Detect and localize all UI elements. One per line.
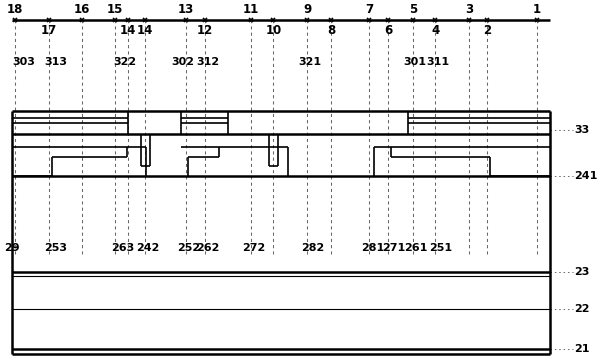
Text: 263: 263 <box>111 243 135 253</box>
Text: 29: 29 <box>4 243 20 253</box>
Text: 13: 13 <box>177 4 193 16</box>
Text: 23: 23 <box>574 267 589 277</box>
Text: 253: 253 <box>44 243 67 253</box>
Text: 17: 17 <box>41 24 57 37</box>
Text: 14: 14 <box>137 24 153 37</box>
Text: 271: 271 <box>382 243 406 253</box>
Text: 282: 282 <box>301 243 325 253</box>
Text: 302: 302 <box>171 57 194 67</box>
Text: 9: 9 <box>303 4 311 16</box>
Text: 303: 303 <box>13 57 35 67</box>
Text: 14: 14 <box>120 24 136 37</box>
Text: 12: 12 <box>196 24 213 37</box>
Text: 15: 15 <box>107 4 123 16</box>
Text: 33: 33 <box>574 126 589 135</box>
Text: 4: 4 <box>431 24 440 37</box>
Text: 313: 313 <box>44 57 67 67</box>
Text: 21: 21 <box>574 344 589 354</box>
Text: 16: 16 <box>74 4 90 16</box>
Text: 8: 8 <box>327 24 335 37</box>
Text: 301: 301 <box>403 57 426 67</box>
Text: 3: 3 <box>465 4 473 16</box>
Text: 18: 18 <box>7 4 23 16</box>
Text: 242: 242 <box>137 243 160 253</box>
Text: 251: 251 <box>429 243 453 253</box>
Text: 311: 311 <box>426 57 450 67</box>
Text: 312: 312 <box>196 57 219 67</box>
Text: 7: 7 <box>365 4 374 16</box>
Text: 22: 22 <box>574 304 589 314</box>
Text: 5: 5 <box>409 4 418 16</box>
Text: 6: 6 <box>384 24 392 37</box>
Text: 281: 281 <box>361 243 384 253</box>
Text: 322: 322 <box>113 57 137 67</box>
Text: 272: 272 <box>242 243 265 253</box>
Text: 261: 261 <box>404 243 428 253</box>
Text: 241: 241 <box>574 171 597 181</box>
Text: 10: 10 <box>265 24 282 37</box>
Text: 321: 321 <box>298 57 322 67</box>
Text: 252: 252 <box>177 243 200 253</box>
Text: 11: 11 <box>243 4 259 16</box>
Text: 1: 1 <box>533 4 541 16</box>
Text: 2: 2 <box>483 24 491 37</box>
Text: 262: 262 <box>196 243 219 253</box>
